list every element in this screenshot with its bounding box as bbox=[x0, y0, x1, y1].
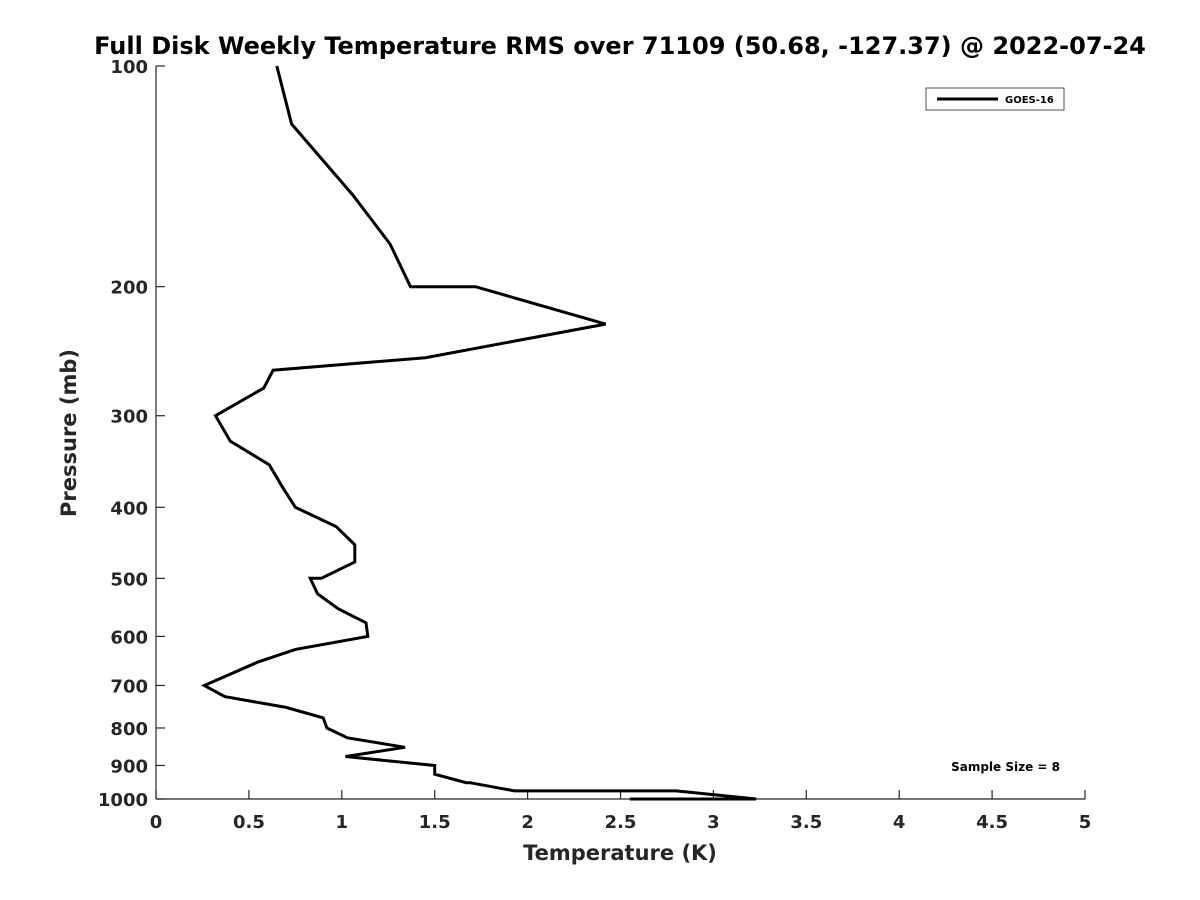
y-tick-label: 800 bbox=[110, 719, 148, 740]
x-axis-ticks: 0 0.5 1 1.5 2 2.5 3 3.5 4 4.5 5 bbox=[150, 790, 1092, 833]
y-axis-label: Pressure (mb) bbox=[57, 349, 81, 517]
x-tick-label: 1 bbox=[336, 812, 349, 833]
legend-label-goes-16: GOES-16 bbox=[1005, 95, 1054, 106]
x-tick-label: 5 bbox=[1079, 812, 1092, 833]
x-tick-label: 3 bbox=[707, 812, 720, 833]
chart-title: Full Disk Weekly Temperature RMS over 71… bbox=[94, 32, 1146, 60]
x-axis-label: Temperature (K) bbox=[523, 841, 717, 865]
series-line-goes-16 bbox=[200, 65, 757, 801]
x-tick-label: 3.5 bbox=[790, 812, 822, 833]
x-tick-label: 2.5 bbox=[605, 812, 637, 833]
x-tick-label: 4 bbox=[893, 812, 906, 833]
y-tick-label: 900 bbox=[110, 756, 148, 777]
y-tick-label: 200 bbox=[110, 278, 148, 299]
y-axis-ticks: 100 200 300 400 500 600 700 800 900 1000 bbox=[98, 57, 165, 811]
y-tick-label: 1000 bbox=[98, 790, 148, 811]
x-tick-label: 0 bbox=[150, 812, 163, 833]
y-tick-label: 600 bbox=[110, 627, 148, 648]
y-tick-label: 100 bbox=[110, 57, 148, 78]
y-tick-label: 500 bbox=[110, 569, 148, 590]
x-tick-label: 1.5 bbox=[419, 812, 451, 833]
legend: GOES-16 bbox=[925, 87, 1065, 111]
y-tick-label: 400 bbox=[110, 498, 148, 519]
plot-area: 0 0.5 1 1.5 2 2.5 3 3.5 4 4.5 5 100 200 300 400 500 600… bbox=[98, 57, 1091, 833]
series-layer bbox=[200, 65, 757, 801]
y-tick-label: 300 bbox=[110, 407, 148, 428]
x-tick-label: 0.5 bbox=[233, 812, 265, 833]
x-tick-label: 4.5 bbox=[976, 812, 1008, 833]
x-tick-label: 2 bbox=[521, 812, 534, 833]
y-tick-label: 700 bbox=[110, 676, 148, 697]
sample-size-annotation: Sample Size = 8 bbox=[951, 760, 1060, 774]
